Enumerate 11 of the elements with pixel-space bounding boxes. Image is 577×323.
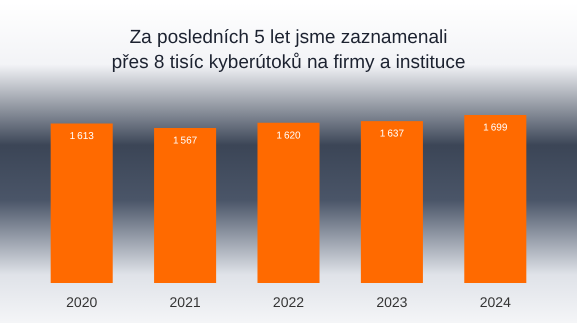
x-tick-label: 2024 [480, 294, 512, 310]
data-label: 1 567 [172, 136, 198, 147]
data-label: 1 613 [70, 130, 94, 142]
x-tick-label: 2023 [376, 294, 408, 310]
data-label: 1 699 [483, 122, 508, 134]
data-label: 1 637 [380, 128, 404, 140]
data-label: 1 620 [276, 130, 302, 142]
x-tick-label: 2020 [66, 294, 98, 310]
chart-title: Za posledních 5 let jsme zaznamenali přes 8 tisíc kyberútoků na firmy a instituce [112, 27, 466, 73]
x-tick-label: 2022 [272, 294, 304, 310]
x-tick-label: 2021 [170, 294, 201, 310]
